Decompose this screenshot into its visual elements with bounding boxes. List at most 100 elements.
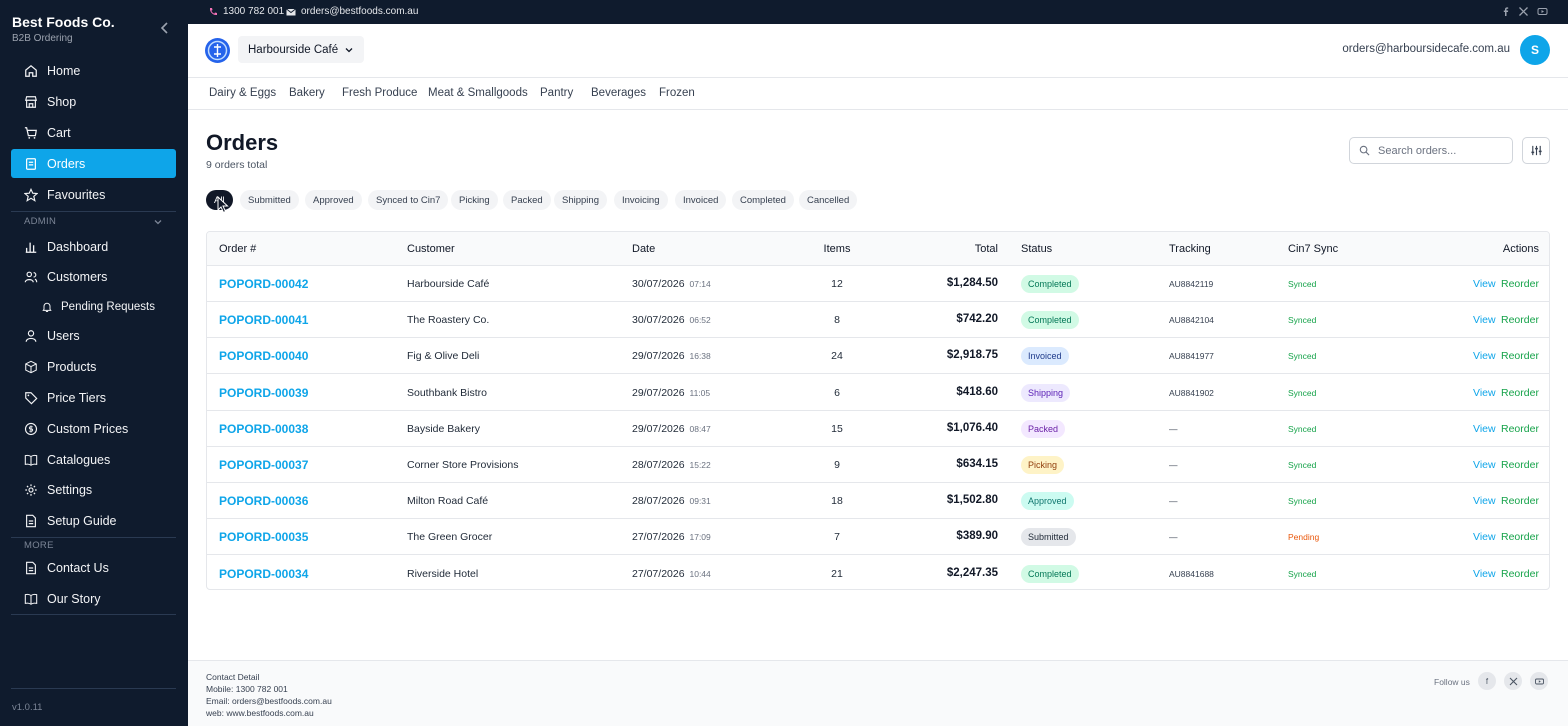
chevron-down-icon[interactable] — [152, 216, 164, 228]
order-number-link[interactable]: POPORD-00042 — [219, 277, 309, 291]
sidebar-item-orders[interactable]: Orders — [11, 149, 176, 178]
reorder-button[interactable]: Reorder — [1501, 278, 1539, 290]
category-meat-smallgoods[interactable]: Meat & Smallgoods — [428, 87, 528, 99]
table-row[interactable]: POPORD-00041 The Roastery Co. 30/07/2026 0… — [207, 302, 1549, 339]
filter-chip-cancelled[interactable]: Cancelled — [799, 190, 858, 210]
view-button[interactable]: View — [1473, 495, 1496, 508]
filter-settings-button[interactable] — [1522, 137, 1550, 164]
order-number-link[interactable]: POPORD-00036 — [219, 494, 309, 509]
table-row[interactable]: POPORD-00036 Milton Road Café 28/07/2026 0… — [207, 483, 1549, 520]
filter-chip-submitted[interactable]: Submitted — [240, 190, 299, 210]
table-row[interactable]: POPORD-00039 Southbank Bistro 29/07/2026 1… — [207, 375, 1549, 411]
reorder-button[interactable]: Reorder — [1501, 567, 1539, 580]
table-row[interactable]: POPORD-00034 Riverside Hotel 27/07/2026 10… — [207, 556, 1549, 589]
table-row[interactable]: POPORD-00042 Harbourside Café 30/07/2026 0… — [207, 266, 1549, 302]
category-frozen[interactable]: Frozen — [659, 87, 695, 99]
column-header-tracking[interactable]: Tracking — [1169, 243, 1211, 255]
filter-chip-approved[interactable]: Approved — [305, 190, 362, 210]
youtube-icon[interactable] — [1530, 672, 1548, 690]
sidebar-item-contact-us[interactable]: Contact Us — [11, 553, 176, 582]
footer-email[interactable]: Email: orders@bestfoods.com.au — [206, 696, 332, 706]
youtube-icon[interactable] — [1537, 6, 1548, 17]
view-button[interactable]: View — [1473, 278, 1496, 290]
sidebar-item-pending-requests[interactable]: Pending Requests — [11, 292, 176, 321]
sidebar-item-our-story[interactable]: Our Story — [11, 584, 176, 613]
filter-chip-invoicing[interactable]: Invoicing — [614, 190, 668, 210]
filter-chip-picking[interactable]: Picking — [451, 190, 498, 210]
store-selector[interactable]: Harbourside Café — [238, 36, 365, 63]
order-number-link[interactable]: POPORD-00037 — [219, 458, 309, 472]
view-button[interactable]: View — [1473, 459, 1496, 471]
order-number-link[interactable]: POPORD-00035 — [219, 530, 309, 545]
order-number-link[interactable]: POPORD-00041 — [219, 313, 309, 328]
sidebar-item-settings[interactable]: Settings — [11, 475, 176, 504]
view-button[interactable]: View — [1473, 422, 1496, 435]
sidebar-item-users[interactable]: Users — [11, 321, 176, 350]
collapse-sidebar-icon[interactable] — [157, 20, 173, 36]
footer-mobile: Mobile: 1300 782 001 — [206, 684, 288, 694]
facebook-icon[interactable] — [1500, 6, 1511, 17]
reorder-button[interactable]: Reorder — [1501, 350, 1539, 363]
column-header-date[interactable]: Date — [632, 243, 656, 255]
reorder-button[interactable]: Reorder — [1501, 422, 1539, 435]
order-number-link[interactable]: POPORD-00034 — [219, 566, 309, 581]
search-input[interactable] — [1378, 144, 1498, 157]
facebook-icon[interactable]: f — [1478, 672, 1496, 690]
table-row[interactable]: POPORD-00038 Bayside Bakery 29/07/2026 08:… — [207, 411, 1549, 447]
filter-chip-completed[interactable]: Completed — [732, 190, 794, 210]
view-button[interactable]: View — [1473, 386, 1496, 399]
reorder-button[interactable]: Reorder — [1501, 495, 1539, 508]
sidebar-item-favourites[interactable]: Favourites — [11, 180, 176, 209]
sidebar-item-setup-guide[interactable]: Setup Guide — [11, 506, 176, 535]
sidebar-item-custom-prices[interactable]: Custom Prices — [11, 414, 176, 443]
sidebar-item-cart[interactable]: Cart — [11, 118, 176, 147]
category-pantry[interactable]: Pantry — [540, 87, 574, 99]
reorder-button[interactable]: Reorder — [1501, 531, 1539, 544]
filter-chip-invoiced[interactable]: Invoiced — [675, 190, 727, 210]
customer-name: Corner Store Provisions — [407, 459, 519, 471]
search-box[interactable] — [1349, 137, 1513, 164]
column-header-status[interactable]: Status — [1021, 243, 1053, 255]
sidebar-item-customers[interactable]: Customers — [11, 262, 176, 291]
table-row[interactable]: POPORD-00040 Fig & Olive Deli 29/07/2026 1… — [207, 338, 1549, 375]
reorder-button[interactable]: Reorder — [1501, 459, 1539, 471]
filter-chip-shipping[interactable]: Shipping — [554, 190, 607, 210]
column-header-customer[interactable]: Customer — [407, 243, 455, 255]
column-header-cin7-sync[interactable]: Cin7 Sync — [1288, 243, 1339, 255]
reorder-button[interactable]: Reorder — [1501, 314, 1539, 327]
table-row[interactable]: POPORD-00035 The Green Grocer 27/07/2026 1… — [207, 519, 1549, 556]
table-row[interactable]: POPORD-00037 Corner Store Provisions 28/07… — [207, 447, 1549, 483]
topbar-phone[interactable]: 1300 782 001 — [208, 6, 284, 17]
divider — [11, 614, 176, 615]
category-beverages[interactable]: Beverages — [591, 87, 646, 99]
category-fresh-produce[interactable]: Fresh Produce — [342, 87, 418, 99]
column-header-order[interactable]: Order # — [219, 243, 257, 255]
sidebar-item-products[interactable]: Products — [11, 352, 176, 381]
category-bakery[interactable]: Bakery — [289, 87, 325, 99]
order-number-link[interactable]: POPORD-00039 — [219, 385, 309, 400]
topbar-email[interactable]: orders@bestfoods.com.au — [286, 6, 418, 17]
sidebar-item-shop[interactable]: Shop — [11, 87, 176, 116]
view-button[interactable]: View — [1473, 314, 1496, 327]
order-number-link[interactable]: POPORD-00040 — [219, 349, 309, 364]
avatar[interactable]: S — [1520, 35, 1550, 65]
view-button[interactable]: View — [1473, 531, 1496, 544]
category-dairy-eggs[interactable]: Dairy & Eggs — [209, 87, 277, 99]
view-button[interactable]: View — [1473, 567, 1496, 580]
x-twitter-icon[interactable] — [1504, 672, 1522, 690]
column-header-items[interactable]: Items — [823, 243, 851, 255]
sidebar-item-dashboard[interactable]: Dashboard — [11, 232, 176, 261]
footer-web[interactable]: web: www.bestfoods.com.au — [206, 708, 314, 718]
filter-chip-packed[interactable]: Packed — [503, 190, 551, 210]
view-button[interactable]: View — [1473, 350, 1496, 363]
sidebar-item-home[interactable]: Home — [11, 56, 176, 85]
tracking-number: AU8841902 — [1169, 387, 1214, 398]
order-number-link[interactable]: POPORD-00038 — [219, 421, 309, 436]
filter-chip-synced-to-cin7[interactable]: Synced to Cin7 — [368, 190, 449, 210]
sidebar-item-catalogues[interactable]: Catalogues — [11, 445, 176, 474]
column-header-total[interactable]: Total — [974, 243, 998, 255]
sidebar-item-price-tiers[interactable]: Price Tiers — [11, 383, 176, 412]
reorder-button[interactable]: Reorder — [1501, 386, 1539, 399]
sidebar-item-label: Setup Guide — [47, 513, 117, 528]
x-twitter-icon[interactable] — [1518, 6, 1529, 17]
